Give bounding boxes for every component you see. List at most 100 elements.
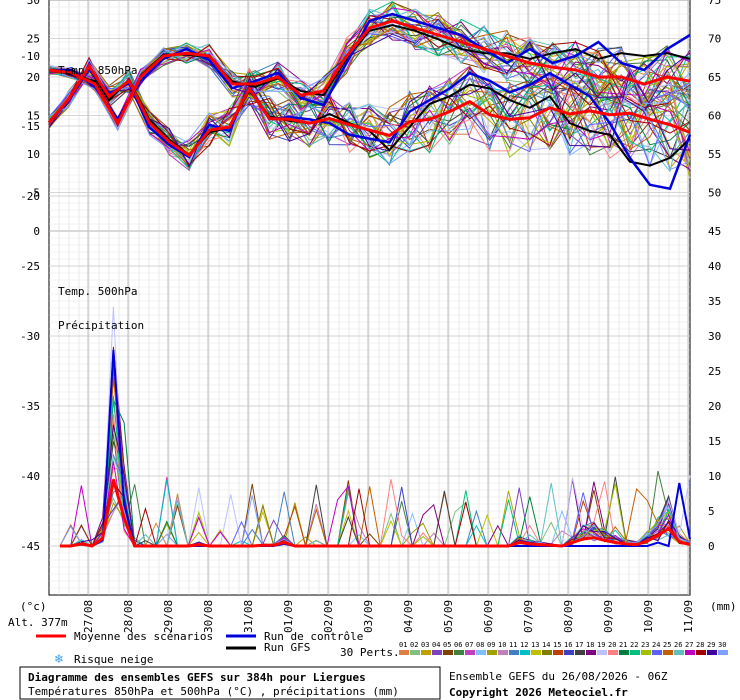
date-tick-label: 06/09 <box>482 600 495 633</box>
bottom-right-tick: 30 <box>708 330 721 343</box>
pert-swatch <box>674 650 684 655</box>
mean-precip-line <box>60 479 691 548</box>
pert-swatch <box>487 650 497 655</box>
pert-number: 02 <box>410 641 418 649</box>
date-tick-label: 11/09 <box>682 600 695 633</box>
legend-perts-label: 30 Perts. <box>340 646 400 659</box>
perturbation-lines <box>48 0 691 548</box>
bottom-right-tick: 40 <box>708 260 721 273</box>
date-tick-label: 28/08 <box>122 600 135 633</box>
pert-swatch <box>718 650 728 655</box>
pert-precip-line <box>60 367 691 547</box>
date-tick-label: 10/09 <box>642 600 655 633</box>
pert-swatch <box>575 650 585 655</box>
pert-number: 16 <box>564 641 572 649</box>
pert-number: 30 <box>718 641 726 649</box>
date-tick-label: 30/08 <box>202 600 215 633</box>
pert-swatch <box>410 650 420 655</box>
mean-t850-line <box>47 63 691 158</box>
pert-number: 26 <box>674 641 682 649</box>
control-t850-line <box>48 67 692 191</box>
top-left-tick: 25 <box>27 33 40 46</box>
top-left-tick: 20 <box>27 71 40 84</box>
control-t500-line <box>49 12 691 122</box>
pert-swatch <box>663 650 673 655</box>
snowflake-icon: ❄ <box>54 652 64 666</box>
legend-gfs-label: Run GFS <box>264 641 310 654</box>
bottom-right-tick: 45 <box>708 225 721 238</box>
pert-t850-line <box>48 67 691 153</box>
bottom-left-tick: -45 <box>20 540 40 553</box>
perturbation-legend: 01 02 03 04 05 06 07 08 09 10 11 12 13 14 15 16 17 18 19 20… <box>399 641 728 655</box>
pert-number: 04 <box>432 641 440 649</box>
pert-swatch <box>696 650 706 655</box>
top-left-tick: 0 <box>33 225 40 238</box>
pert-swatch <box>465 650 475 655</box>
pert-precip-line <box>60 306 691 547</box>
pert-t500-line <box>48 23 691 128</box>
pert-number: 18 <box>586 641 594 649</box>
bottom-right-tick: 10 <box>708 470 721 483</box>
main-lines <box>47 12 692 548</box>
date-tick-label: 01/09 <box>282 600 295 633</box>
pert-number: 12 <box>520 641 528 649</box>
pert-number: 06 <box>454 641 462 649</box>
pert-swatch <box>421 650 431 655</box>
chart-title: Diagramme des ensembles GEFS sur 384h po… <box>28 671 366 684</box>
pert-number: 24 <box>652 641 660 649</box>
right-unit: (mm) <box>710 600 737 613</box>
bottom-right-tick: 35 <box>708 295 721 308</box>
date-tick-label: 04/09 <box>402 600 415 633</box>
pert-swatch <box>619 650 629 655</box>
top-right-tick: 55 <box>708 148 721 161</box>
pert-t850-line <box>48 74 691 170</box>
legend-snow-label: Risque neige <box>74 653 153 666</box>
legend-control-label: Run de contrôle <box>264 630 363 643</box>
date-tick-label: 05/09 <box>442 600 455 633</box>
pert-swatch <box>553 650 563 655</box>
ensemble-info: Ensemble GEFS du 26/08/2026 - 06Z <box>449 670 668 683</box>
pert-number: 11 <box>509 641 517 649</box>
bottom-left-tick: -35 <box>20 400 40 413</box>
top-right-tick: 65 <box>708 71 721 84</box>
top-left-tick: 5 <box>33 187 40 200</box>
pert-number: 07 <box>465 641 473 649</box>
pert-swatch <box>685 650 695 655</box>
pert-number: 17 <box>575 641 583 649</box>
top-right-tick: 50 <box>708 187 721 200</box>
pert-number: 10 <box>498 641 506 649</box>
pert-swatch <box>641 650 651 655</box>
pert-number: 15 <box>553 641 561 649</box>
pert-swatch <box>476 650 486 655</box>
bottom-left-tick: -25 <box>20 260 40 273</box>
pert-precip-line <box>60 456 691 548</box>
top-left-tick: 10 <box>27 148 40 161</box>
bottom-left-tick: -40 <box>20 470 40 483</box>
pert-swatch <box>531 650 541 655</box>
date-tick-label: 07/09 <box>522 600 535 633</box>
bottom-left-tick: -30 <box>20 330 40 343</box>
pert-t500-line <box>48 18 691 127</box>
pert-number: 29 <box>707 641 715 649</box>
pert-number: 08 <box>476 641 484 649</box>
bottom-left-tick: -10 <box>20 50 40 63</box>
date-tick-label: 29/08 <box>162 600 175 633</box>
pert-t850-line <box>48 60 691 168</box>
pert-number: 27 <box>685 641 693 649</box>
label-t500: Temp. 500hPa <box>58 285 137 298</box>
pert-number: 01 <box>399 641 407 649</box>
pert-swatch <box>597 650 607 655</box>
pert-swatch <box>542 650 552 655</box>
pert-swatch <box>454 650 464 655</box>
pert-number: 14 <box>542 641 550 649</box>
top-right-tick: 70 <box>708 33 721 46</box>
top-left-tick: 30 <box>27 0 40 7</box>
pert-swatch <box>630 650 640 655</box>
top-right-tick: 60 <box>708 110 721 123</box>
info-box <box>19 666 441 700</box>
pert-swatch <box>432 650 442 655</box>
pert-swatch <box>608 650 618 655</box>
copyright: Copyright 2026 Meteociel.fr <box>449 686 628 699</box>
pert-number: 21 <box>619 641 627 649</box>
top-left-tick: 15 <box>27 110 40 123</box>
